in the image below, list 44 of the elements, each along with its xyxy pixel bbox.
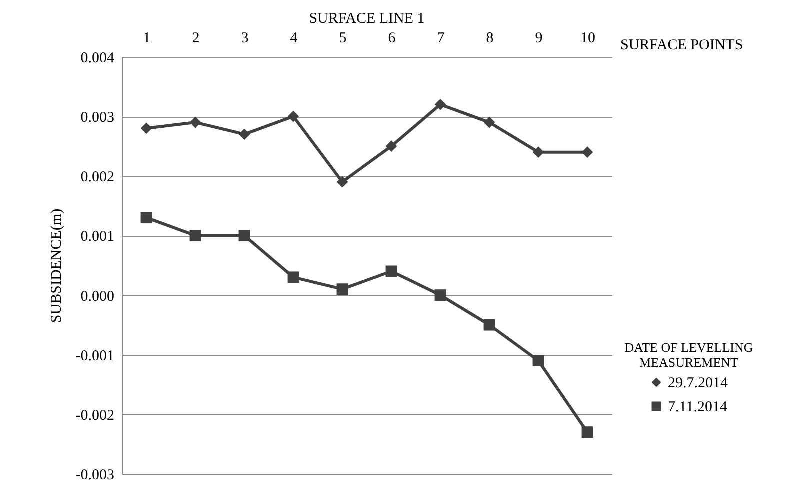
- point: [386, 140, 398, 152]
- x-tick-label: 3: [241, 30, 249, 46]
- point: [336, 176, 348, 188]
- x-tick-label: 1: [143, 30, 151, 46]
- point: [336, 284, 348, 296]
- point: [190, 230, 202, 242]
- x-tick-label: 6: [388, 30, 396, 46]
- y-tick-label: -0.002: [76, 408, 114, 424]
- legend-label: 29.7.2014: [668, 376, 728, 392]
- x-tick-label: 8: [486, 30, 494, 46]
- point: [238, 128, 250, 140]
- x-tick-label: 9: [535, 30, 543, 46]
- x-tick-label: 7: [437, 30, 446, 46]
- point: [484, 319, 496, 331]
- point: [532, 146, 544, 158]
- y-tick-label: -0.003: [76, 468, 114, 484]
- y-tick-label: 0.002: [80, 170, 114, 186]
- x-tick-label: 10: [580, 30, 596, 46]
- point: [238, 230, 250, 242]
- y-tick-label: 0.000: [80, 288, 114, 305]
- legend-title: DATE OF LEVELLING MEASUREMENT: [624, 340, 754, 370]
- y-tick-label: 0.003: [80, 110, 114, 126]
- y-tick-label: 0.004: [80, 50, 115, 66]
- point: [434, 98, 446, 110]
- point: [582, 146, 594, 158]
- y-axis-title: SUBSIDENCE(m): [48, 208, 65, 324]
- point: [532, 355, 544, 367]
- point: [434, 290, 446, 301]
- point: [484, 116, 496, 128]
- y-tick-label: -0.001: [76, 348, 114, 364]
- x-axis-title: SURFACE POINTS: [620, 38, 744, 54]
- point: [288, 110, 300, 122]
- point: [140, 212, 152, 224]
- y-tick-label: 0.001: [80, 229, 114, 246]
- point: [288, 272, 300, 284]
- point: [190, 116, 202, 128]
- legend-label: 7.11.2014: [668, 400, 728, 416]
- chart-title: SURFACE LINE 1: [309, 11, 425, 27]
- x-tick-label: 2: [192, 30, 200, 46]
- point: [140, 122, 152, 134]
- point: [582, 426, 594, 438]
- point: [386, 266, 398, 278]
- x-tick-label: 5: [339, 30, 347, 46]
- x-tick-label: 4: [290, 30, 298, 46]
